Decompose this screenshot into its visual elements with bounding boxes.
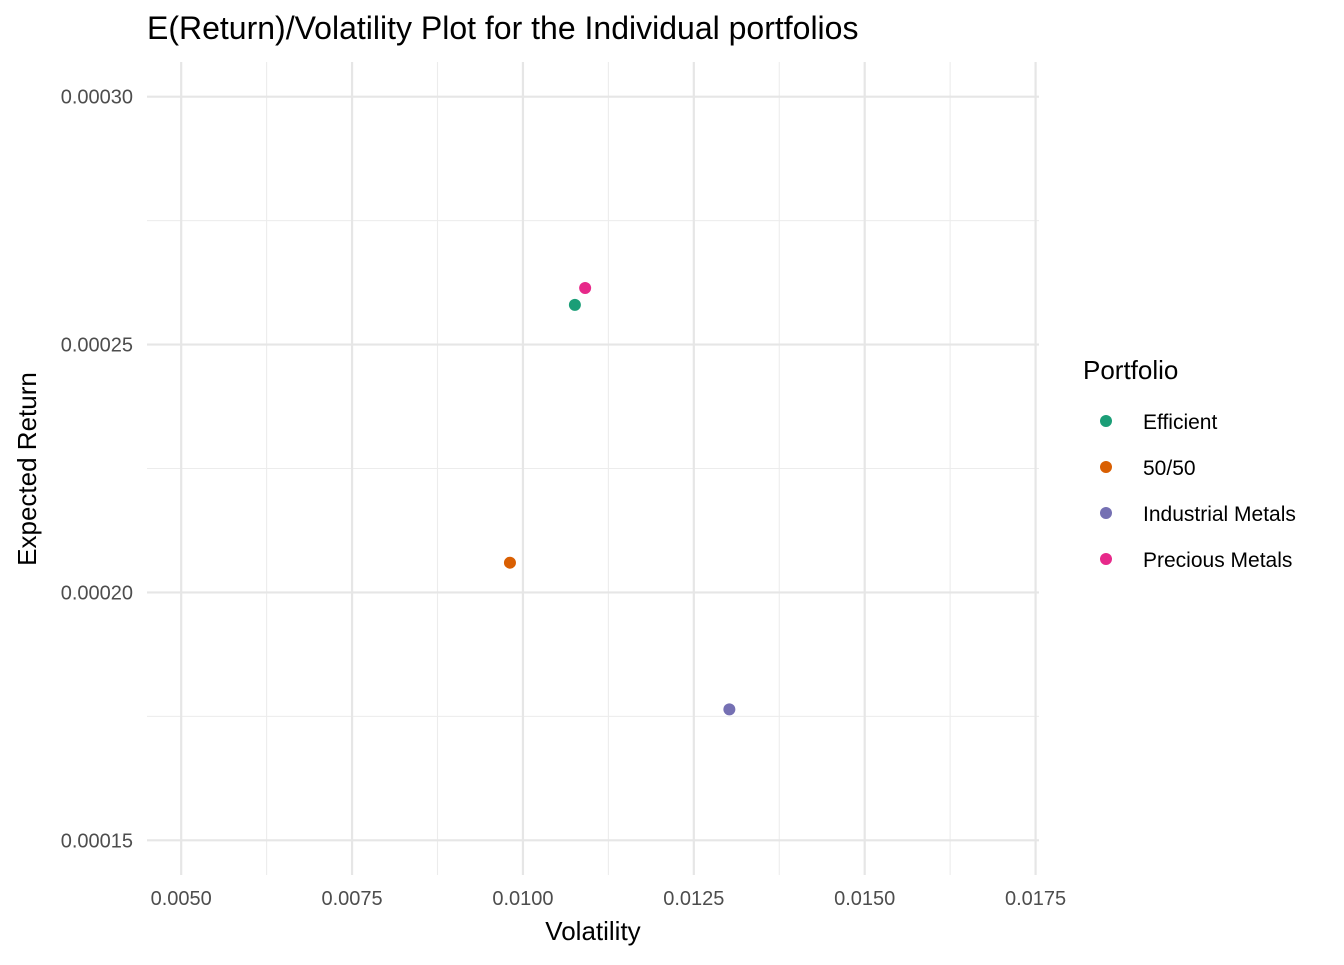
- chart-title: E(Return)/Volatility Plot for the Indivi…: [147, 10, 858, 46]
- data-point: [503, 556, 516, 569]
- y-tick-label: 0.00020: [61, 582, 133, 604]
- y-axis-ticks: 0.00015 0.00020 0.00025 0.00030: [61, 87, 133, 853]
- x-tick-label: 0.0075: [321, 888, 382, 910]
- y-tick-label: 0.00030: [61, 87, 133, 109]
- legend-title: Portfolio: [1083, 355, 1178, 385]
- x-tick-label: 0.0175: [1005, 888, 1066, 910]
- legend: Portfolio Efficient 50/50 Industrial Metal…: [1083, 355, 1296, 572]
- legend-items: Efficient 50/50 Industrial Metals Precious …: [1100, 411, 1296, 572]
- legend-label: Industrial Metals: [1143, 503, 1296, 526]
- x-axis-title: Volatility: [545, 916, 640, 946]
- y-axis-title: Expected Return: [12, 372, 42, 566]
- legend-label: Efficient: [1143, 411, 1217, 434]
- legend-label: 50/50: [1143, 457, 1196, 480]
- data-point: [579, 282, 592, 295]
- x-tick-label: 0.0125: [663, 888, 724, 910]
- x-tick-label: 0.0050: [151, 888, 212, 910]
- data-point: [568, 298, 581, 311]
- legend-marker: [1100, 461, 1112, 473]
- data-point: [723, 703, 736, 716]
- legend-marker: [1100, 507, 1112, 519]
- x-axis-ticks: 0.0050 0.0075 0.0100 0.0125 0.0150 0.0175: [151, 888, 1067, 910]
- data-points: [503, 282, 736, 716]
- legend-marker: [1100, 415, 1112, 427]
- legend-marker: [1100, 553, 1112, 565]
- legend-label: Precious Metals: [1143, 549, 1292, 572]
- grid-lines: [147, 62, 1039, 875]
- y-tick-label: 0.00015: [61, 830, 133, 852]
- y-tick-label: 0.00025: [61, 335, 133, 357]
- x-tick-label: 0.0100: [492, 888, 553, 910]
- x-tick-label: 0.0150: [834, 888, 895, 910]
